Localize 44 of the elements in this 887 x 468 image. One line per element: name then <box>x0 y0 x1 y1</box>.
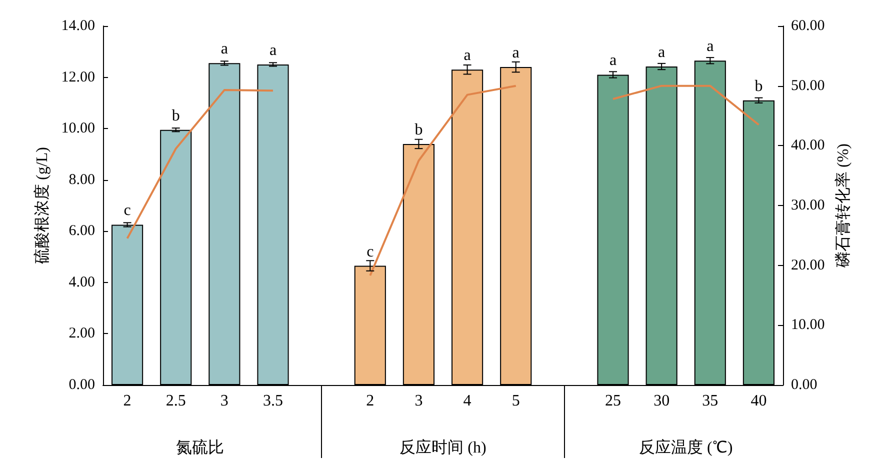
data-label: a <box>269 42 277 59</box>
y-tick-label: 6.00 <box>68 223 95 240</box>
y-tick-label: 14.00 <box>61 18 95 34</box>
x-tick-label: 3.5 <box>263 392 283 410</box>
x-tick-label: 3 <box>414 392 423 410</box>
data-label: b <box>414 121 423 138</box>
data-label: a <box>220 40 228 58</box>
data-label: b <box>172 107 180 124</box>
x-tick-label: 2 <box>366 392 374 410</box>
data-label: b <box>754 78 763 95</box>
data-label: a <box>706 38 714 56</box>
y-axis-title: 硫酸根浓度 (g/L) <box>32 147 51 264</box>
y-tick-label: 0.00 <box>68 377 95 393</box>
data-label: a <box>512 44 520 62</box>
x-tick-label: 25 <box>605 392 621 410</box>
data-label: a <box>464 47 471 64</box>
y-tick-label: 8.00 <box>68 172 95 188</box>
y2-tick-label: 10.00 <box>791 317 825 334</box>
y2-tick-label: 0.00 <box>791 377 818 393</box>
x-tick-label: 40 <box>750 392 767 410</box>
text: 氮硫比 <box>176 438 224 456</box>
y-tick-label: 12.00 <box>61 69 95 86</box>
text: 反应时间 (h) <box>400 438 486 456</box>
x-tick-label: 5 <box>512 392 520 410</box>
text: 反应温度 (℃) <box>639 438 733 456</box>
y-tick-label: 4.00 <box>68 274 95 290</box>
x-tick-label: 35 <box>702 392 718 410</box>
x-tick-label: 4 <box>463 392 472 410</box>
x-tick-label: 3 <box>220 392 228 410</box>
y2-axis-title: 磷石膏转化率 (%) <box>834 144 852 268</box>
data-label: c <box>366 243 374 260</box>
data-label: a <box>658 44 666 62</box>
y-tick-label: 2.00 <box>68 326 95 342</box>
y-tick-label: 10.00 <box>61 120 95 137</box>
data-label: a <box>609 52 617 70</box>
y2-tick-label: 40.00 <box>791 138 825 154</box>
y2-tick-label: 20.00 <box>791 257 825 274</box>
x-tick-label: 30 <box>654 392 670 410</box>
x-tick-label: 2 <box>123 392 132 410</box>
y2-tick-label: 50.00 <box>791 78 825 94</box>
data-label: c <box>124 202 131 220</box>
x-tick-label: 2.5 <box>166 392 186 410</box>
y2-tick-label: 60.00 <box>791 18 825 34</box>
y2-tick-label: 30.00 <box>791 198 825 214</box>
